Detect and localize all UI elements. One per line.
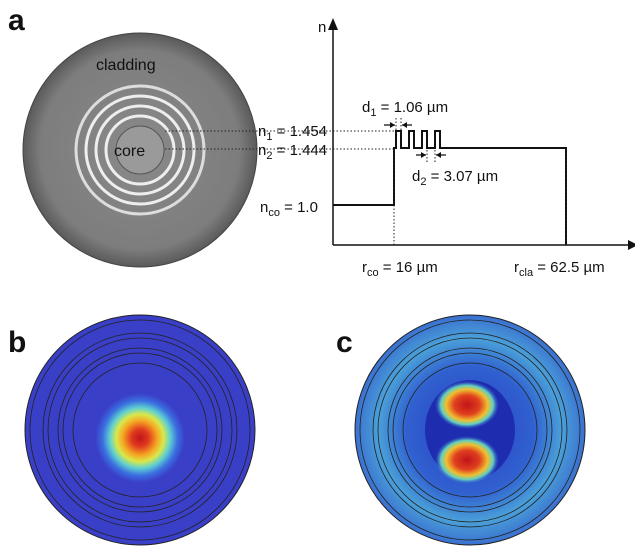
axis-label: n bbox=[318, 19, 326, 36]
d1-label: d1 = 1.06 µm bbox=[362, 99, 448, 119]
symbol: n bbox=[258, 142, 266, 159]
mode-c bbox=[355, 315, 585, 545]
figure: a cladding core n n1 = 1.454 n2 = 1.444 … bbox=[0, 0, 635, 552]
value: = 62.5 µm bbox=[533, 259, 605, 276]
subscript: co bbox=[367, 267, 379, 279]
subscript: cla bbox=[519, 267, 534, 279]
value: = 16 µm bbox=[379, 259, 438, 276]
nco-label: nco = 1.0 bbox=[260, 199, 318, 219]
panel-label: a bbox=[8, 4, 25, 37]
symbol: n bbox=[258, 123, 266, 140]
value: = 3.07 µm bbox=[426, 168, 498, 185]
panel-label: c bbox=[336, 326, 353, 359]
d2-label: d2 = 3.07 µm bbox=[412, 168, 498, 188]
symbol: d bbox=[412, 168, 420, 185]
n2-label: n2 = 1.444 bbox=[258, 142, 327, 162]
value: = 1.06 µm bbox=[376, 99, 448, 116]
value: = 1.0 bbox=[280, 199, 318, 216]
rco-label: rco = 16 µm bbox=[362, 259, 438, 279]
symbol: d bbox=[362, 99, 370, 116]
subscript: co bbox=[268, 207, 280, 219]
value: = 1.444 bbox=[272, 142, 327, 159]
n1-label: n1 = 1.454 bbox=[258, 123, 327, 143]
rcla-label: rcla = 62.5 µm bbox=[514, 259, 605, 279]
cladding-label: cladding bbox=[96, 57, 156, 74]
symbol: n bbox=[260, 199, 268, 216]
mode-b bbox=[25, 315, 255, 545]
value: = 1.454 bbox=[272, 123, 327, 140]
core-label: core bbox=[114, 143, 145, 160]
panel-label: b bbox=[8, 326, 26, 359]
